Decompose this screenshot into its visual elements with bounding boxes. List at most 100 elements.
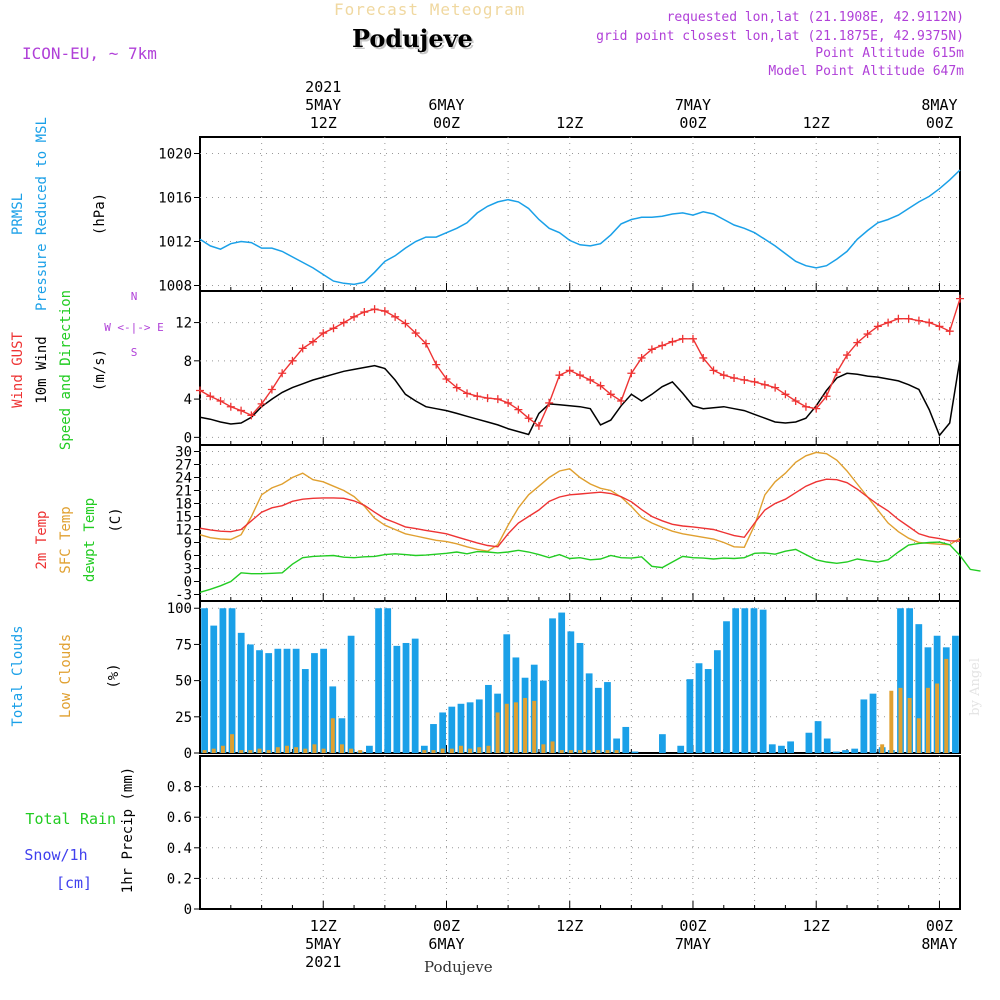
sfc-temp-label: SFC Temp xyxy=(58,506,74,573)
total-cloud-bar xyxy=(686,679,694,753)
chart-type-title: Forecast Meteogram xyxy=(334,0,526,19)
pressure-label: PRMSL xyxy=(10,193,26,235)
gust-marker xyxy=(226,402,235,411)
gust-marker xyxy=(925,318,934,327)
low-cloud-bar xyxy=(330,718,335,753)
top-time-label: 00Z xyxy=(926,114,953,132)
gust-marker xyxy=(257,399,266,408)
low-cloud-bar xyxy=(477,747,482,753)
gust-marker xyxy=(678,334,687,343)
gust-marker xyxy=(452,383,461,392)
total-cloud-bar xyxy=(952,635,959,753)
gust-marker xyxy=(894,314,903,323)
total-cloud-bar xyxy=(485,684,492,753)
gust-marker xyxy=(545,398,554,407)
low-cloud-bar xyxy=(916,718,921,753)
gust-marker xyxy=(801,402,810,411)
ytick-label-temperature: 30 xyxy=(175,445,192,461)
total-cloud-bar xyxy=(906,608,914,753)
low-cloud-bar xyxy=(303,748,308,753)
gust-marker xyxy=(637,353,646,362)
gust-marker xyxy=(555,371,564,380)
gust-marker xyxy=(586,375,595,384)
gust-marker xyxy=(822,392,831,401)
low-cloud-bar xyxy=(880,744,885,753)
low-cloud-bar xyxy=(239,750,244,753)
total-cloud-bar xyxy=(659,734,666,753)
gust-marker xyxy=(329,324,338,333)
low-cloud-bar xyxy=(358,750,363,753)
gust-marker xyxy=(432,360,441,369)
compass-we: W <-|-> E xyxy=(104,321,164,334)
total-cloud-bar xyxy=(695,663,703,753)
gust-marker xyxy=(576,371,584,380)
total-cloud-bar xyxy=(311,653,318,753)
low-cloud-bar xyxy=(266,750,271,753)
ytick-label-clouds: 50 xyxy=(175,674,192,690)
total-cloud-bar xyxy=(338,718,346,753)
total-cloud-bar xyxy=(210,625,218,753)
low-cloud-bar xyxy=(449,748,454,753)
low-cloud-bar xyxy=(349,748,354,753)
total-cloud-bar xyxy=(833,751,840,753)
total-cloud-bar xyxy=(741,608,749,753)
ytick-label-clouds: 0 xyxy=(184,746,192,762)
total-cloud-bar xyxy=(787,741,794,753)
gust-marker xyxy=(709,366,718,375)
gust-marker xyxy=(319,329,328,338)
total-cloud-bar xyxy=(723,621,730,753)
total-cloud-bar xyxy=(219,608,227,753)
total-cloud-bar xyxy=(539,680,547,753)
top-time-label: 12Z xyxy=(556,114,583,132)
low-cloud-bar xyxy=(541,744,546,753)
gust-marker xyxy=(945,327,954,336)
gust-marker xyxy=(196,386,204,395)
low-cloud-bar xyxy=(614,750,619,753)
low-cloud-bar xyxy=(257,748,262,753)
panel-frame-temperature xyxy=(199,444,961,602)
total-cloud-bar xyxy=(256,650,263,753)
total-cloud-bar xyxy=(411,638,419,753)
total-cloud-bar xyxy=(897,608,904,753)
total-cloud-bar xyxy=(860,699,868,753)
total-cloud-bar xyxy=(631,751,639,753)
ytick-label-clouds: 75 xyxy=(175,637,192,653)
gust-marker xyxy=(401,319,410,328)
low-cloud-bar xyxy=(468,748,473,753)
low-cloud-bar xyxy=(898,687,903,753)
gust-marker xyxy=(771,383,780,392)
bottom-time-label: 00Z xyxy=(679,917,706,935)
low-cloud-bar xyxy=(422,750,427,753)
temp-2m-line xyxy=(199,478,961,548)
total-cloud-bar xyxy=(475,699,483,753)
low-clouds-label: Low Clouds xyxy=(58,634,74,718)
gust-marker xyxy=(606,390,615,399)
total-cloud-bar xyxy=(265,653,273,753)
gust-marker xyxy=(288,356,297,365)
gust-marker xyxy=(493,395,502,404)
ytick-label-pressure: 1020 xyxy=(158,147,192,163)
ytick-label-wind: 12 xyxy=(175,316,192,332)
top-time-label: 2021 xyxy=(305,78,341,96)
gust-marker xyxy=(350,312,359,321)
total-cloud-bar xyxy=(585,673,593,753)
total-cloud-bar xyxy=(814,721,822,753)
legend-snow: Snow/1h xyxy=(24,846,87,864)
gust-marker xyxy=(463,389,472,398)
gust-marker xyxy=(565,366,574,375)
gust-marker xyxy=(483,394,492,403)
ytick-label-temperature: 15 xyxy=(175,510,192,526)
wind-dir-label: Speed and Direction xyxy=(58,290,74,450)
pressure-unit: (hPa) xyxy=(92,193,108,235)
total-clouds-label: Total Clouds xyxy=(10,625,26,726)
total-cloud-bar xyxy=(704,669,712,753)
low-cloud-bar xyxy=(596,750,601,753)
total-cloud-bar xyxy=(869,693,877,753)
requested-coordinates: requested lon,lat (21.1908E, 42.9112N) xyxy=(666,10,964,25)
gust-marker xyxy=(534,421,543,430)
gust-marker xyxy=(832,368,841,377)
low-cloud-bar xyxy=(440,748,445,753)
total-cloud-bar xyxy=(448,706,456,753)
total-cloud-bar xyxy=(576,642,584,753)
